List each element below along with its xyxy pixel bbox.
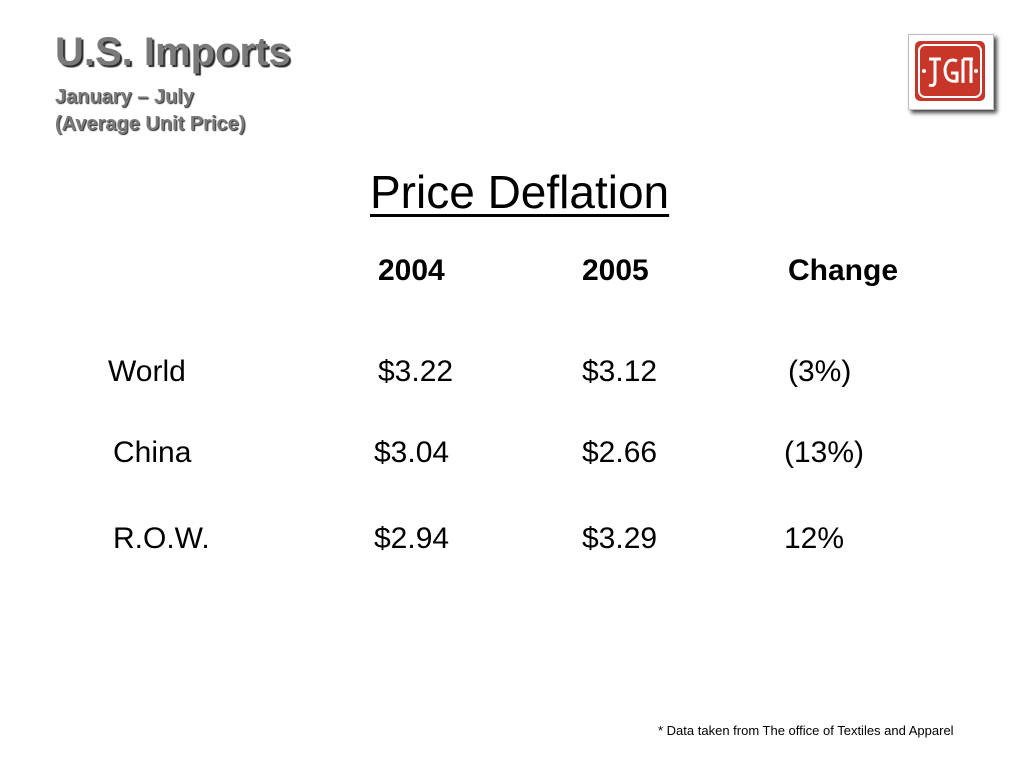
header-subtitle-metric: (Average Unit Price) xyxy=(55,113,246,135)
column-header-2005: 2005 xyxy=(582,254,649,287)
cell-china-2004: $3.04 xyxy=(374,436,450,469)
column-header-2004: 2004 xyxy=(378,254,445,287)
logo-monogram-glyph xyxy=(918,44,982,98)
cell-china-2005: $2.66 xyxy=(582,436,658,469)
row-label-row: R.O.W. xyxy=(113,522,210,555)
cell-china-change: (13%) xyxy=(784,436,865,469)
source-footnote: * Data taken from The office of Textiles… xyxy=(658,723,954,738)
slide-title: Price Deflation xyxy=(370,166,670,218)
cell-row-2005: $3.29 xyxy=(582,522,658,555)
row-label-china: China xyxy=(113,436,192,469)
company-monogram-logo-icon xyxy=(915,41,985,101)
row-label-world: World xyxy=(108,355,186,388)
company-logo xyxy=(908,34,994,110)
header-subtitle-date-range: January – July xyxy=(55,86,194,108)
cell-world-2004: $3.22 xyxy=(378,355,454,388)
cell-row-change: 12% xyxy=(784,522,845,555)
cell-row-2004: $2.94 xyxy=(374,522,450,555)
header-title: U.S. Imports xyxy=(55,30,291,74)
cell-world-change: (3%) xyxy=(788,355,852,388)
column-header-change: Change xyxy=(788,254,899,287)
cell-world-2005: $3.12 xyxy=(582,355,658,388)
